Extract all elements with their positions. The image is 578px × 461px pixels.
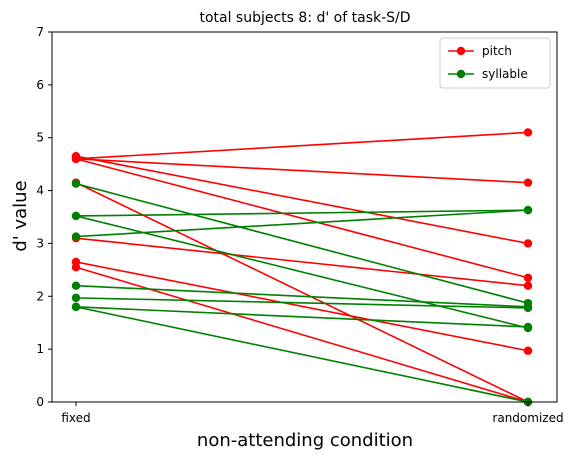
series-line-pitch-8 [75, 181, 529, 403]
data-point-syllable-5-fixed [71, 281, 81, 290]
series-line-syllable-5 [75, 284, 529, 308]
y-tick-label-1: 1 [36, 342, 44, 356]
data-point-pitch-2-randomized [523, 178, 533, 187]
series-line-syllable-6 [75, 297, 529, 309]
chart-title: total subjects 8: d' of task-S/D [199, 10, 410, 26]
data-point-pitch-4-randomized [523, 273, 533, 282]
data-point-syllable-2-fixed [71, 232, 81, 241]
legend: pitch syllable [439, 37, 551, 89]
data-point-pitch-3-randomized [523, 239, 533, 248]
legend-label-syllable: syllable [482, 67, 528, 81]
axes: 0 1 2 3 4 5 6 7 fixed randomized [36, 25, 563, 425]
series-line-pitch-2 [75, 158, 529, 184]
series-line-syllable-1 [75, 209, 529, 217]
series-line-syllable-8 [75, 306, 529, 403]
series-line-syllable-7 [75, 306, 529, 328]
data-point-syllable-6-fixed [71, 293, 81, 303]
series-line-pitch-4 [75, 158, 529, 279]
data-point-syllable-6-randomized [523, 303, 533, 313]
y-tick-label-6: 6 [36, 78, 44, 92]
data-point-syllable-7-randomized [523, 322, 533, 332]
legend-marker-pitch [456, 46, 466, 56]
series-line-pitch-3 [75, 155, 529, 245]
plot-frame [51, 31, 558, 403]
data-point-syllable-4-fixed [71, 211, 81, 221]
data-point-syllable-8-fixed [71, 302, 81, 312]
series-line-pitch-6 [75, 261, 529, 352]
plot-marks [71, 128, 533, 407]
legend-marker-syllable [456, 69, 466, 79]
data-point-pitch-5-randomized [523, 281, 533, 290]
data-point-pitch-4-fixed [71, 154, 81, 164]
data-point-pitch-6-randomized [523, 346, 533, 355]
data-point-pitch-1-randomized [523, 128, 533, 137]
y-tick-label-0: 0 [36, 395, 44, 409]
y-tick-label-7: 7 [36, 25, 44, 39]
x-tick-label-randomized: randomized [492, 411, 563, 425]
y-tick-label-3: 3 [36, 236, 44, 250]
series-line-pitch-7 [75, 266, 529, 403]
series-line-syllable-3 [75, 182, 529, 304]
y-tick-label-2: 2 [36, 289, 44, 303]
series-line-pitch-1 [75, 131, 529, 160]
series-line-syllable-4 [75, 215, 529, 329]
data-point-syllable-3-fixed [71, 179, 81, 188]
data-point-syllable-2-randomized [523, 205, 533, 215]
y-axis-label: d' value [10, 180, 31, 251]
y-tick-label-4: 4 [36, 184, 44, 198]
data-point-pitch-7-fixed [71, 263, 81, 272]
series-line-pitch-5 [75, 237, 529, 287]
series-line-syllable-2 [75, 209, 529, 238]
x-axis-label: non-attending condition [197, 430, 413, 451]
y-tick-label-5: 5 [36, 131, 44, 145]
legend-label-pitch: pitch [482, 44, 512, 58]
x-tick-label-fixed: fixed [61, 411, 90, 425]
